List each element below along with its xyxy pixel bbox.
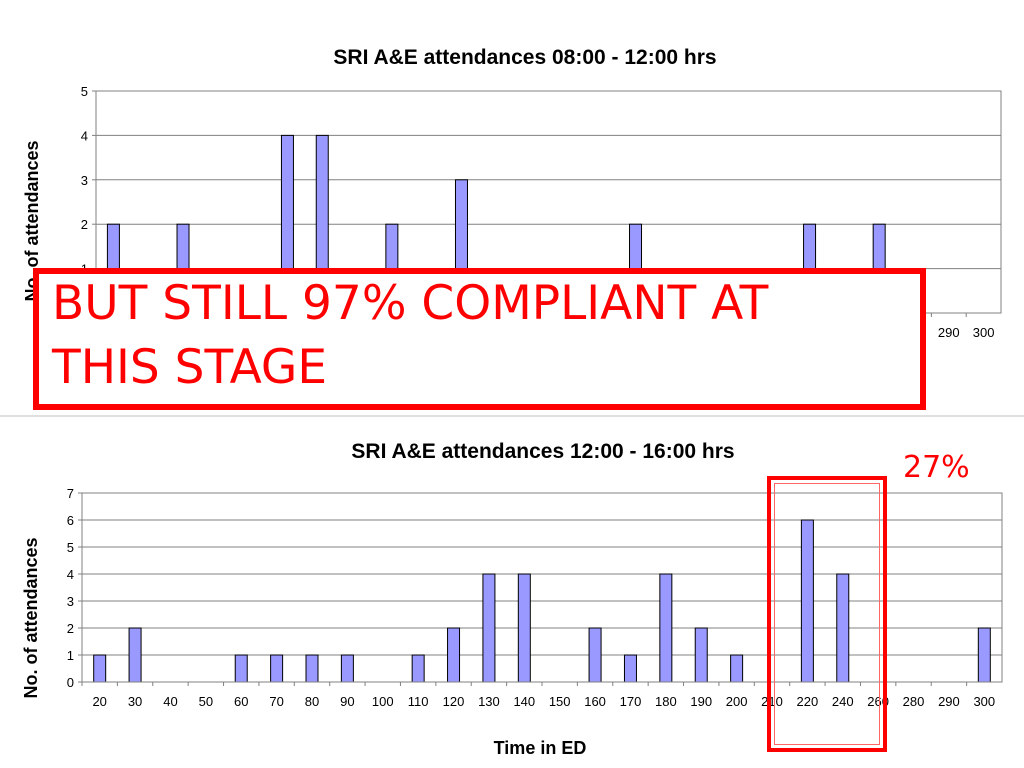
x-tick-label: 220	[797, 694, 819, 709]
y-tick-label: 1	[67, 648, 74, 663]
callout-line-1: BUT STILL 97% COMPLIANT AT	[52, 276, 769, 331]
chart-top-title: SRI A&E attendances 08:00 - 12:00 hrs	[333, 46, 716, 69]
x-tick-label: 130	[478, 694, 500, 709]
y-tick-label: 7	[67, 486, 74, 501]
x-tick-label: 180	[655, 694, 677, 709]
x-tick-label: 170	[620, 694, 642, 709]
chart-top-y-axis-label: No. of attendances	[22, 140, 42, 301]
bar-170	[623, 654, 637, 683]
bar-190	[694, 627, 708, 683]
y-tick-label: 3	[81, 173, 88, 188]
x-tick-label: 50	[199, 694, 213, 709]
x-tick-label: 90	[340, 694, 354, 709]
chart-bottom-x-axis-label: Time in ED	[494, 738, 587, 758]
x-tick-label: 300	[973, 694, 995, 709]
callout-text: BUT STILL 97% COMPLIANT AT THIS STAGE	[52, 272, 912, 400]
x-tick-label: 40	[163, 694, 177, 709]
x-tick-label: 110	[408, 694, 429, 709]
bar-90	[340, 654, 354, 683]
highlight-box	[767, 476, 887, 752]
x-tick-label: 120	[443, 694, 465, 709]
chart-bottom-title: SRI A&E attendances 12:00 - 16:00 hrs	[351, 440, 734, 463]
x-tick-label: 290	[938, 325, 960, 340]
chart-bottom-plot-area	[81, 492, 1003, 683]
bar-120	[447, 627, 461, 683]
y-tick-label: 2	[67, 621, 74, 636]
x-tick-label: 290	[938, 694, 960, 709]
x-tick-label: 80	[305, 694, 319, 709]
y-tick-label: 4	[67, 567, 74, 582]
y-tick-label: 6	[67, 513, 74, 528]
y-tick-label: 2	[81, 217, 88, 232]
bar-130	[482, 573, 496, 683]
x-tick-label: 30	[128, 694, 142, 709]
x-tick-label: 210	[761, 694, 783, 709]
bar-180	[659, 573, 673, 683]
x-tick-label: 200	[726, 694, 748, 709]
bar-200	[730, 654, 744, 683]
x-tick-label: 280	[903, 694, 925, 709]
y-tick-label: 0	[67, 675, 74, 690]
bar-110	[411, 654, 425, 683]
bar-30	[128, 627, 142, 683]
bar-80	[305, 654, 319, 683]
x-tick-label: 70	[269, 694, 283, 709]
callout-line-2: THIS STAGE	[52, 340, 328, 395]
x-tick-label: 300	[973, 325, 995, 340]
y-tick-label: 3	[67, 594, 74, 609]
x-tick-label: 20	[92, 694, 106, 709]
highlight-inner-border	[774, 483, 880, 745]
x-tick-label: 150	[549, 694, 571, 709]
bar-60	[234, 654, 248, 683]
bar-300	[977, 627, 991, 683]
chart-bottom-y-axis-label: No. of attendances	[21, 537, 41, 698]
y-tick-label: 5	[67, 540, 74, 555]
y-tick-label: 5	[81, 84, 88, 99]
x-tick-label: 160	[584, 694, 606, 709]
bar-70	[270, 654, 284, 683]
x-tick-label: 190	[690, 694, 712, 709]
chart-bottom: SRI A&E attendances 12:00 - 16:00 hrs No…	[21, 440, 1003, 758]
bar-160	[588, 627, 602, 683]
callout-box	[33, 268, 926, 410]
bar-20	[93, 654, 107, 683]
y-tick-label: 4	[81, 128, 88, 143]
x-tick-label: 240	[832, 694, 854, 709]
x-tick-label: 100	[372, 694, 394, 709]
x-tick-label: 140	[513, 694, 535, 709]
x-tick-label: 60	[234, 694, 248, 709]
highlight-percentage: 27%	[903, 450, 970, 485]
bar-140	[517, 573, 531, 683]
